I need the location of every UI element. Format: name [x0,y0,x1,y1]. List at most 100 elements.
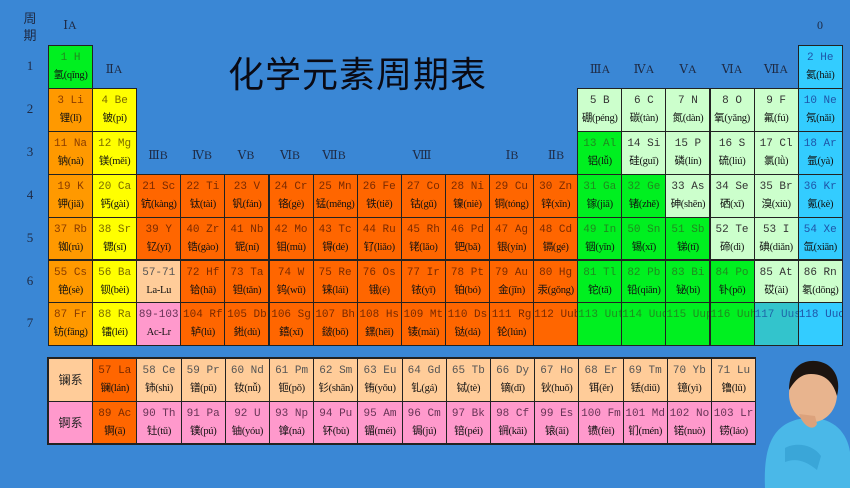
element-cell[interactable]: 31 Ga 镓(jiā) [577,173,623,218]
element-cell[interactable]: 85 At 砹(ài) [753,259,799,304]
element-cell[interactable]: 22 Ti 钛(tài) [180,173,226,218]
element-cell[interactable]: 78 Pt 铂(bó) [444,259,490,304]
element-cell[interactable]: 20 Ca 钙(gài) [92,173,138,218]
element-cell[interactable]: 106 Sg 𨭎(xǐ) [268,302,314,347]
element-cell[interactable]: 118 Uuo [797,302,843,347]
element-cell[interactable]: 115 Uup [665,302,711,347]
element-cell[interactable]: 87 Fr 钫(fāng) [48,302,94,347]
element-cell[interactable]: 21 Sc 钪(kàng) [136,173,182,218]
element-cell[interactable]: 88 Ra 镭(léi) [92,302,138,347]
element-cell[interactable]: 17 Cl 氯(lǜ) [753,130,799,175]
element-cell[interactable]: 75 Re 铼(lái) [312,259,358,304]
element-cell[interactable]: 71 Lu 镥(lǔ) [711,358,757,402]
element-cell[interactable]: 49 In 铟(yīn) [577,216,623,261]
element-cell[interactable]: 68 Er 铒(ěr) [578,358,624,402]
element-cell[interactable]: 51 Sb 锑(tī) [665,216,711,261]
element-cell[interactable]: 56 Ba 钡(bèi) [92,259,138,304]
element-cell[interactable]: 70 Yb 镱(yì) [666,358,712,402]
element-cell[interactable]: 116 Uuh [709,302,755,347]
element-cell[interactable]: 94 Pu 钚(bù) [313,400,359,444]
element-cell[interactable]: 26 Fe 铁(tiě) [356,173,402,218]
element-cell[interactable]: 69 Tm 铥(diū) [622,358,668,402]
element-cell[interactable]: 36 Kr 氪(kè) [797,173,843,218]
element-cell[interactable]: 30 Zn 锌(xīn) [533,173,579,218]
element-cell[interactable]: 109 Mt 鿏(mài) [400,302,446,347]
element-cell[interactable]: 93 Np 镎(ná) [269,400,315,444]
element-cell[interactable]: 58 Ce 铈(shì) [136,358,182,402]
element-cell[interactable]: 104 Rf 轳(lú) [180,302,226,347]
element-cell[interactable]: 32 Ge 锗(zhě) [621,173,667,218]
element-cell[interactable]: 57-71 La-Lu [136,259,182,304]
element-cell[interactable]: 72 Hf 铪(hā) [180,259,226,304]
element-cell[interactable]: 24 Cr 铬(gè) [268,173,314,218]
element-cell[interactable]: 1 H 氢(qīng) [48,45,94,89]
element-cell[interactable]: 47 Ag 银(yín) [489,216,535,261]
element-cell[interactable]: 117 Uus [753,302,799,347]
element-cell[interactable]: 52 Te 碲(dì) [709,216,755,261]
element-cell[interactable]: 113 Uut [577,302,623,347]
element-cell[interactable]: 6 C 碳(tàn) [621,87,667,132]
element-cell[interactable]: 66 Dy 镝(dī) [490,358,536,402]
element-cell[interactable]: 28 Ni 镍(niè) [444,173,490,218]
element-cell[interactable]: 29 Cu 铜(tóng) [489,173,535,218]
element-cell[interactable]: 37 Rb 铷(rú) [48,216,94,261]
element-cell[interactable]: 8 O 氧(yǎng) [709,87,755,132]
element-cell[interactable]: 46 Pd 钯(bǎ) [444,216,490,261]
element-cell[interactable]: 9 F 氟(fú) [753,87,799,132]
element-cell[interactable]: 107 Bh 𨨏(bō) [312,302,358,347]
element-cell[interactable]: 79 Au 金(jīn) [489,259,535,304]
element-cell[interactable]: 84 Po 钋(pō) [709,259,755,304]
element-cell[interactable]: 13 Al 铝(lǚ) [577,130,623,175]
element-cell[interactable]: 74 W 钨(wū) [268,259,314,304]
element-cell[interactable]: 81 Tl 铊(tā) [577,259,623,304]
element-cell[interactable]: 15 P 磷(lín) [665,130,711,175]
element-cell[interactable]: 23 V 钒(fán) [224,173,270,218]
element-cell[interactable]: 11 Na 钠(nà) [48,130,94,175]
element-cell[interactable]: 111 Rg 𬬭(lún) [489,302,535,347]
element-cell[interactable]: 25 Mn 锰(měng) [312,173,358,218]
element-cell[interactable]: 7 N 氮(dàn) [665,87,711,132]
element-cell[interactable]: 3 Li 锂(lǐ) [48,87,94,132]
element-cell[interactable]: 27 Co 钴(gǔ) [400,173,446,218]
element-cell[interactable]: 114 Uuq [621,302,667,347]
element-cell[interactable]: 101 Md 钔(mén) [622,400,668,444]
element-cell[interactable]: 95 Am 镅(méi) [357,400,403,444]
element-cell[interactable]: 43 Tc 锝(dé) [312,216,358,261]
element-cell[interactable]: 61 Pm 钷(pǒ) [269,358,315,402]
element-cell[interactable]: 83 Bi 铋(bì) [665,259,711,304]
element-cell[interactable]: 82 Pb 铅(qiān) [621,259,667,304]
element-cell[interactable]: 4 Be 铍(pí) [92,87,138,132]
element-cell[interactable]: 108 Hs 𨭆(hēi) [356,302,402,347]
element-cell[interactable]: 63 Eu 铕(yǒu) [357,358,403,402]
element-cell[interactable]: 89-103 Ac-Lr [136,302,182,347]
element-cell[interactable]: 19 K 钾(jiǎ) [48,173,94,218]
element-cell[interactable]: 103 Lr 铹(láo) [711,400,757,444]
element-cell[interactable]: 55 Cs 铯(sè) [48,259,94,304]
element-cell[interactable]: 77 Ir 铱(yī) [400,259,446,304]
element-cell[interactable]: 65 Tb 铽(tè) [445,358,491,402]
element-cell[interactable]: 73 Ta 钽(tǎn) [224,259,270,304]
element-cell[interactable]: 18 Ar 氩(yà) [797,130,843,175]
element-cell[interactable]: 44 Ru 钌(liǎo) [356,216,402,261]
element-cell[interactable]: 60 Nd 钕(nǚ) [224,358,270,402]
element-cell[interactable]: 64 Gd 钆(gá) [401,358,447,402]
element-cell[interactable]: 33 As 砷(shēn) [665,173,711,218]
element-cell[interactable]: 112 Uub [533,302,579,347]
element-cell[interactable]: 89 Ac 锕(ā) [92,400,138,444]
element-cell[interactable]: 38 Sr 锶(sī) [92,216,138,261]
element-cell[interactable]: 80 Hg 汞(gǒng) [533,259,579,304]
element-cell[interactable]: 92 U 铀(yóu) [224,400,270,444]
element-cell[interactable]: 39 Y 钇(yǐ) [136,216,182,261]
element-cell[interactable]: 45 Rh 铑(lǎo) [400,216,446,261]
element-cell[interactable]: 10 Ne 氖(nǎi) [797,87,843,132]
element-cell[interactable]: 34 Se 硒(xī) [709,173,755,218]
element-cell[interactable]: 96 Cm 锔(jú) [401,400,447,444]
element-cell[interactable]: 91 Pa 镤(pú) [180,400,226,444]
element-cell[interactable]: 100 Fm 镄(fèi) [578,400,624,444]
element-cell[interactable]: 110 Ds 𫟼(dá) [444,302,490,347]
element-cell[interactable]: 105 Db 𨧀(dù) [224,302,270,347]
element-cell[interactable]: 54 Xe 氙(xiān) [797,216,843,261]
element-cell[interactable]: 40 Zr 锆(gào) [180,216,226,261]
element-cell[interactable]: 57 La 镧(lán) [92,358,138,402]
element-cell[interactable]: 67 Ho 钬(huǒ) [534,358,580,402]
